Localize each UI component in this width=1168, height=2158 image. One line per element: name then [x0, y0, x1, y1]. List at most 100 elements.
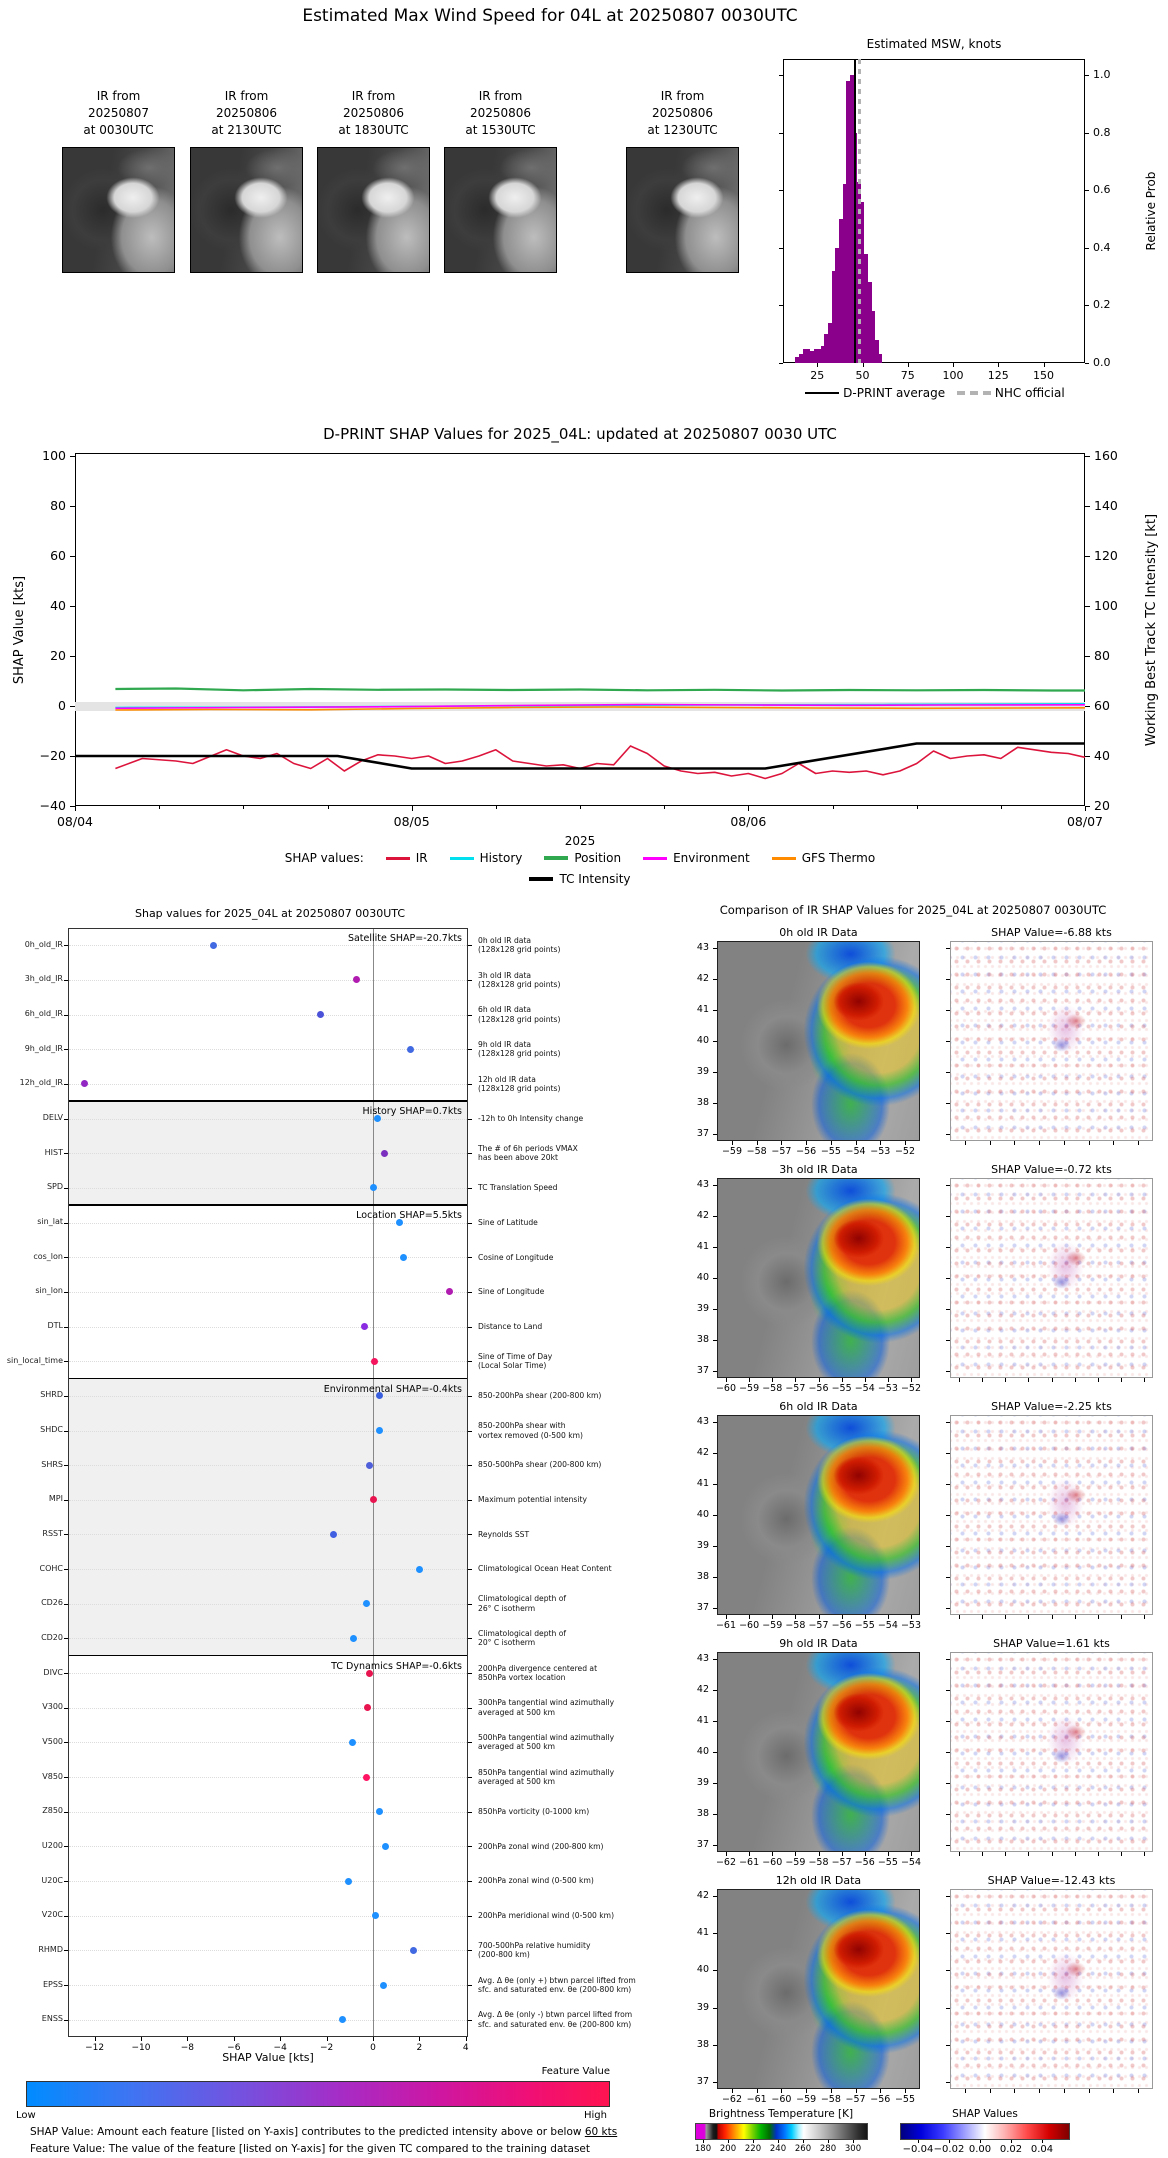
dotplot-feature-label: SHDC	[40, 1425, 63, 1435]
dotplot-feature-label: cos_lon	[33, 1251, 63, 1261]
shap-dot	[399, 1253, 407, 1261]
dotplot-feature-desc: The # of 6h periods VMAX has been above …	[478, 1143, 578, 1163]
shap-y-tick	[946, 1134, 950, 1135]
histogram-y-tick-left	[779, 247, 783, 249]
dotplot-x-tick-label: −10	[131, 2043, 151, 2053]
dotplot-gridline	[69, 1950, 467, 1952]
ir-y-tick	[713, 948, 717, 949]
ts-x-minor-tick	[495, 806, 497, 809]
ts-x-minor-tick	[664, 806, 666, 809]
ir-x-tick	[880, 1141, 882, 1145]
ir-x-tick	[905, 2089, 906, 2093]
ir-data-panel	[717, 1889, 920, 2089]
dotplot-right-tick	[468, 1153, 472, 1155]
shap-dot	[362, 1600, 370, 1608]
shap-x-tick	[1074, 1852, 1076, 1856]
histogram-x-tick-label: 50	[855, 369, 870, 382]
dotplot-feature-desc: 6h old IR data (128x128 grid points)	[478, 1005, 561, 1024]
histogram-bar	[817, 348, 821, 363]
shap-x-tick	[1120, 1852, 1122, 1856]
brightness-temperature-colorbar	[695, 2123, 868, 2140]
shap-cb-tick	[1011, 2140, 1012, 2143]
dotplot-right-tick	[468, 1499, 472, 1501]
ir-y-tick-label: 41	[696, 1478, 709, 1489]
ir-x-tick	[911, 1615, 912, 1619]
ir-x-tick	[841, 1852, 843, 1856]
shap-dot	[379, 1981, 387, 1989]
environment-line-icon	[643, 856, 668, 860]
histogram-y-tick	[1085, 363, 1089, 364]
nhc-official-dash-icon	[957, 391, 992, 395]
shap-dot	[410, 1946, 418, 1954]
ir-y-tick-label: 40	[696, 1964, 709, 1976]
dotplot-gridline	[69, 1603, 467, 1605]
ir-x-tick-label: −58	[785, 1620, 806, 1631]
dotplot-section-header: History SHAP=0.7kts	[362, 1106, 462, 1118]
dotplot-right-tick	[468, 1985, 472, 1987]
dotplot-gridline	[69, 1153, 467, 1155]
dotplot-right-tick	[468, 1395, 472, 1397]
ir-data-panel	[717, 1652, 920, 1852]
shap-y-tick	[946, 1041, 950, 1042]
ts-left-tick-label: 100	[42, 448, 66, 463]
dotplot-right-tick	[468, 1777, 472, 1779]
dotplot-feature-label: 12h_old_IR	[19, 1078, 63, 1088]
comparison-title: Comparison of IR SHAP Values for 2025_04…	[719, 903, 1107, 917]
ir-y-tick-label: 43	[696, 1179, 709, 1190]
ts-right-tick-label: 80	[1094, 648, 1110, 663]
ir-y-tick	[713, 1933, 717, 1935]
ts-x-minor-tick	[832, 806, 834, 809]
dotplot-right-tick	[468, 1014, 472, 1016]
ir-x-tick-label: −58	[820, 2094, 841, 2105]
dotplot-feature-label: CD26	[41, 1598, 63, 1608]
ir-x-tick-label: −57	[831, 1857, 852, 1868]
dotplot-frame	[68, 928, 468, 2037]
histogram-y-tick-left	[779, 305, 783, 307]
histogram-y-tick-label: 0.8	[1093, 125, 1111, 139]
histogram-y-tick-label: 1.0	[1093, 68, 1111, 81]
bt-cb-tick	[828, 2140, 829, 2143]
ts-left-tick	[70, 456, 75, 457]
ir-x-tick-label: −57	[845, 2094, 866, 2105]
ir-x-tick-label: −55	[854, 1620, 875, 1631]
histogram-y-tick-left	[779, 190, 783, 192]
shap-y-tick	[946, 1185, 950, 1186]
histogram-bar	[802, 348, 807, 363]
dotplot-feature-desc: 200hPa divergence centered at 850hPa vor…	[478, 1663, 598, 1683]
dotplot-right-tick	[468, 945, 472, 947]
dotplot-right-tick	[468, 1083, 472, 1085]
shap-cb-tick	[980, 2140, 981, 2143]
ts-left-tick-label: 0	[58, 698, 66, 713]
dotplot-feature-desc: 850-200hPa shear with vortex removed (0-…	[478, 1421, 583, 1440]
shap-values-colorbar	[900, 2123, 1070, 2140]
dprint-average-line	[854, 59, 857, 363]
ir-x-tick	[841, 1378, 843, 1382]
dotplot-feature-desc: 300hPa tangential wind azimuthally avera…	[478, 1698, 615, 1717]
ir-x-tick-label: −59	[721, 1146, 743, 1157]
dotplot-right-tick	[468, 1881, 472, 1883]
ir-x-tick-label: −56	[808, 1383, 829, 1394]
ts-right-tick	[1085, 506, 1090, 507]
ir-thumbnail	[626, 147, 739, 273]
bt-cb-tick-label: 300	[844, 2144, 862, 2154]
dotplot-right-tick	[468, 1118, 472, 1120]
ts-x-tick-label: 08/05	[393, 814, 430, 829]
histogram-bar	[867, 282, 872, 363]
shap-y-tick	[946, 1515, 950, 1516]
ir-y-tick-label: 39	[696, 1777, 709, 1788]
histogram-y-tick-label: 0.0	[1093, 356, 1111, 369]
shap-x-tick	[965, 2089, 966, 2093]
dotplot-section-band	[68, 1378, 468, 1656]
dotplot-feature-label: 3h_old_IR	[24, 974, 63, 984]
legend-environment: Environment	[673, 851, 750, 865]
ir-y-tick-label: 41	[696, 1927, 709, 1939]
dotplot-left-tick	[64, 1222, 68, 1224]
shap-x-tick	[1144, 1615, 1145, 1619]
ir-data-title: 12h old IR Data	[775, 1874, 862, 1887]
footnote-60kts: 60 kts	[584, 2126, 618, 2138]
dotplot-right-tick	[468, 1603, 472, 1605]
shap-dot	[339, 2016, 347, 2024]
dotplot-feature-label: DELV	[42, 1113, 63, 1123]
shap-x-tick	[1097, 1378, 1099, 1382]
ts-right-tick	[1085, 806, 1090, 807]
